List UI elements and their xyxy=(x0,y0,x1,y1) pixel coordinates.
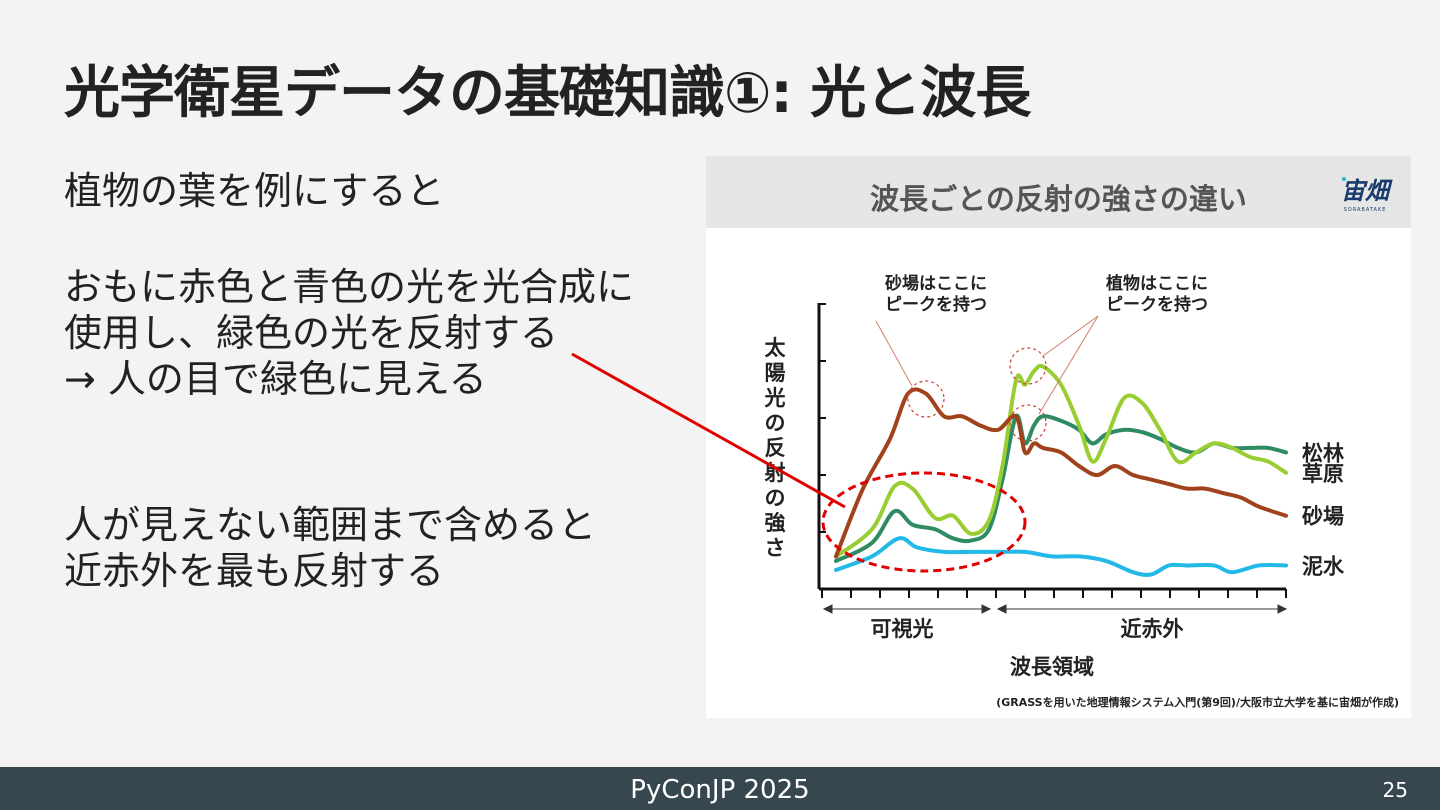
body-line: 近赤外を最も反射する xyxy=(64,549,445,593)
logo-subtext: SORABATAKE xyxy=(1344,207,1387,213)
sand-peak-annotation: 砂場はここに ピークを持つ xyxy=(875,273,987,418)
sand-peak-circle xyxy=(907,380,945,418)
x-region-label-visible: 可視光 xyxy=(871,617,934,641)
visible-green-highlight-ellipse xyxy=(821,471,1027,573)
annotation-veg-line1: 植物はここに xyxy=(1106,273,1208,294)
reflectance-figure: 波長ごとの反射の強さの違い 宙畑 SORABATAKE 太陽光の反射の強さ 可視… xyxy=(706,156,1411,718)
x-axis-label: 波長領域 xyxy=(1010,655,1094,679)
annotation-veg-line2: ピークを持つ xyxy=(1106,294,1208,315)
footer-title: PyConJP 2025 xyxy=(630,775,810,805)
body-text-near-infrared: 人が見えない範囲まで含めると 近赤外を最も反射する xyxy=(64,502,596,594)
annotation-sand-line2: ピークを持つ xyxy=(885,294,987,315)
footer-bar: PyConJP 2025 25 xyxy=(0,767,1440,810)
vegetation-peak-circle-2 xyxy=(1009,404,1047,442)
sorabatake-logo: 宙畑 SORABATAKE xyxy=(1341,177,1393,213)
page-number: 25 xyxy=(1382,778,1408,802)
logo-star-icon xyxy=(1342,177,1346,181)
series-layer xyxy=(834,363,1288,577)
series-label-1: 草原 xyxy=(1302,462,1344,486)
vegetation-peak-annotation: 植物はここに ピークを持つ xyxy=(1009,273,1208,442)
annotation-sand-line1: 砂場はここに xyxy=(885,273,987,294)
x-ticks xyxy=(821,589,1287,598)
vegetation-peak-circle-1 xyxy=(1009,347,1047,385)
annotation-veg-leader-1 xyxy=(1042,315,1099,357)
series-line-1 xyxy=(834,363,1288,559)
x-region-label-nir: 近赤外 xyxy=(1121,617,1184,641)
series-line-2 xyxy=(834,387,1288,559)
body-line: 使用し、緑色の光を反射する xyxy=(64,311,559,355)
body-text-intro: 植物の葉を例にすると xyxy=(64,169,445,213)
series-label-2: 砂場 xyxy=(1302,505,1344,529)
reflectance-chart: 可視光 近赤外 波長領域 砂場はここに ピークを持つ 植物はここに ピークを持つ… xyxy=(817,273,1345,679)
slide-title: 光学衛星データの基礎知識①: 光と波長 xyxy=(64,61,1031,126)
body-text-photosynthesis: おもに赤色と青色の光を光合成に 使用し、緑色の光を反射する → 人の目で緑色に見… xyxy=(64,264,634,402)
annotation-sand-leader xyxy=(875,320,913,387)
series-label-3: 泥水 xyxy=(1302,554,1345,578)
series-line-3 xyxy=(834,536,1288,577)
figure-header: 波長ごとの反射の強さの違い 宙畑 SORABATAKE xyxy=(706,156,1411,228)
body-line: おもに赤色と青色の光を光合成に xyxy=(64,265,635,309)
series-label-0: 松林 xyxy=(1302,441,1344,465)
annotation-veg-leader-2 xyxy=(1038,315,1099,415)
logo-text: 宙畑 xyxy=(1341,177,1393,205)
visible-range-arrow xyxy=(822,604,992,614)
figure-title: 波長ごとの反射の強さの違い xyxy=(870,182,1247,216)
near-infrared-range-arrow xyxy=(996,604,1288,614)
figure-caption: (GRASSを用いた地理情報システム入門(第9回)/大阪市立大学を基に宙畑が作成… xyxy=(996,696,1399,709)
body-line: → 人の目で緑色に見える xyxy=(64,357,487,401)
body-line: 人が見えない範囲まで含めると xyxy=(64,503,597,547)
